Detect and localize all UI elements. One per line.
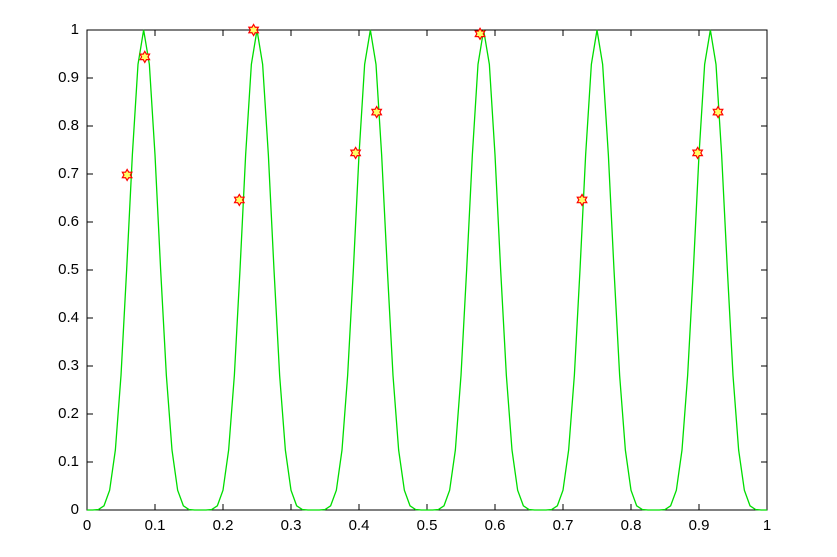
marker (247, 23, 260, 37)
y-tick-label: 0.6 (58, 213, 79, 230)
y-tick-label: 1 (71, 21, 79, 38)
y-tick-label: 0.1 (58, 453, 79, 470)
x-tick-label: 0.1 (145, 517, 166, 534)
marker (712, 105, 724, 119)
x-tick-label: 0.8 (621, 517, 642, 534)
y-tick-label: 0.8 (58, 117, 79, 134)
marker (121, 168, 133, 182)
y-tick-label: 0.4 (58, 309, 79, 326)
x-tick-label: 0 (83, 517, 91, 534)
x-tick-label: 0.4 (349, 517, 370, 534)
y-tick-label: 0.9 (58, 69, 79, 86)
x-tick-label: 0.7 (553, 517, 574, 534)
data-line (87, 29, 767, 511)
x-tick-label: 0.5 (417, 517, 438, 534)
marker (233, 193, 246, 207)
y-tick-label: 0.7 (58, 165, 79, 182)
marker (576, 193, 588, 207)
marker (139, 50, 151, 64)
marker (370, 105, 383, 119)
x-tick-label: 0.2 (213, 517, 234, 534)
marker (474, 27, 486, 41)
y-tick-label: 0.3 (58, 357, 79, 374)
x-tick-label: 0.3 (281, 517, 302, 534)
x-tick-label: 1 (763, 517, 771, 534)
y-tick-label: 0.2 (58, 405, 79, 422)
x-tick-label: 0.6 (485, 517, 506, 534)
marker (691, 146, 704, 160)
y-tick-label: 0.5 (58, 261, 79, 278)
marker (349, 146, 362, 160)
plot-frame (86, 29, 768, 511)
x-tick-label: 0.9 (689, 517, 710, 534)
y-tick-label: 0 (71, 501, 79, 518)
